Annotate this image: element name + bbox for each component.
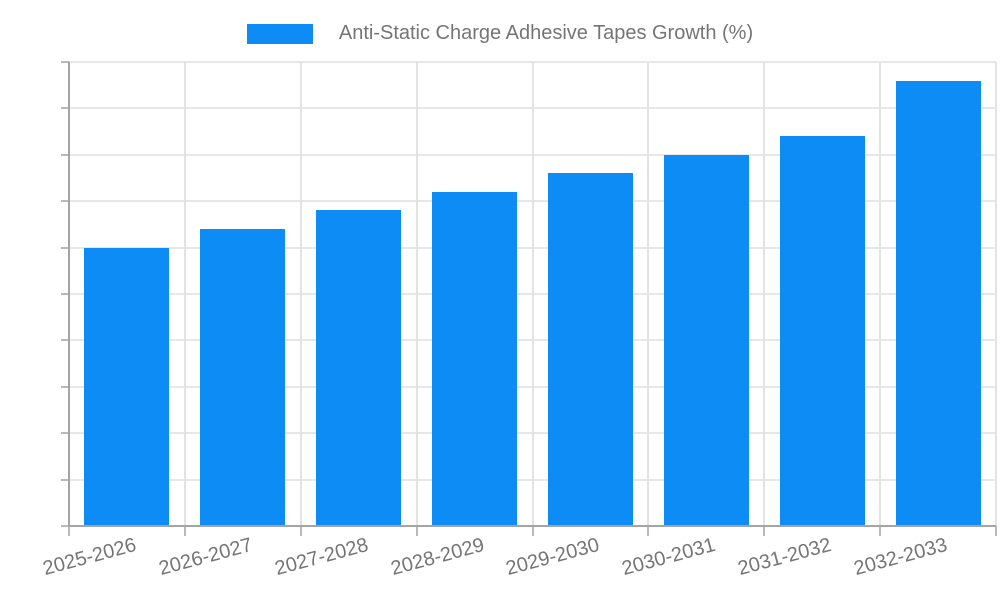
bar (896, 81, 981, 525)
bar (316, 210, 401, 525)
y-axis-tick (61, 247, 69, 249)
legend-label: Anti-Static Charge Adhesive Tapes Growth… (338, 22, 754, 44)
y-axis-line (68, 62, 70, 526)
x-axis-tick (647, 526, 649, 536)
x-gridline (300, 62, 302, 526)
legend-swatch (246, 23, 313, 44)
x-axis-category-label-text: 2031-2032 (735, 534, 834, 581)
x-axis-category-label-text: 2026-2027 (156, 534, 255, 581)
y-axis-tick (61, 479, 69, 481)
x-gridline (416, 62, 418, 526)
y-axis-tick (61, 339, 69, 341)
x-gridline (763, 62, 765, 526)
x-axis-tick (995, 526, 997, 536)
x-gridline (879, 62, 881, 526)
legend[interactable]: Anti-Static Charge Adhesive Tapes Growth… (0, 22, 1000, 45)
x-axis-category-label-text: 2025-2026 (40, 534, 139, 581)
x-axis-category-label-text: 2032-2033 (851, 534, 950, 581)
bar (548, 173, 633, 525)
x-gridline (995, 62, 997, 526)
y-axis-tick (61, 432, 69, 434)
y-axis-tick (61, 107, 69, 109)
x-axis-category-label-text: 2029-2030 (503, 534, 602, 581)
x-axis-tick (184, 526, 186, 536)
x-axis-category-label-text: 2030-2031 (619, 534, 718, 581)
x-axis-tick (879, 526, 881, 536)
x-axis-tick (300, 526, 302, 536)
x-axis-category-label-text: 2028-2029 (388, 534, 487, 581)
x-gridline (647, 62, 649, 526)
x-axis-tick (532, 526, 534, 536)
y-axis-tick (61, 386, 69, 388)
x-axis-category-label-text: 2027-2028 (272, 534, 371, 581)
bar (200, 229, 285, 525)
bar (84, 248, 169, 525)
x-gridline (184, 62, 186, 526)
y-axis-tick (61, 293, 69, 295)
bar (432, 192, 517, 525)
x-axis-line (69, 525, 996, 527)
y-axis-tick (61, 61, 69, 63)
x-axis-tick (763, 526, 765, 536)
y-axis-tick (61, 154, 69, 156)
bar (664, 155, 749, 525)
y-axis-tick (61, 200, 69, 202)
x-axis-tick (416, 526, 418, 536)
x-gridline (532, 62, 534, 526)
x-axis-tick (68, 526, 70, 536)
bar (780, 136, 865, 525)
y-axis-tick (61, 525, 69, 527)
